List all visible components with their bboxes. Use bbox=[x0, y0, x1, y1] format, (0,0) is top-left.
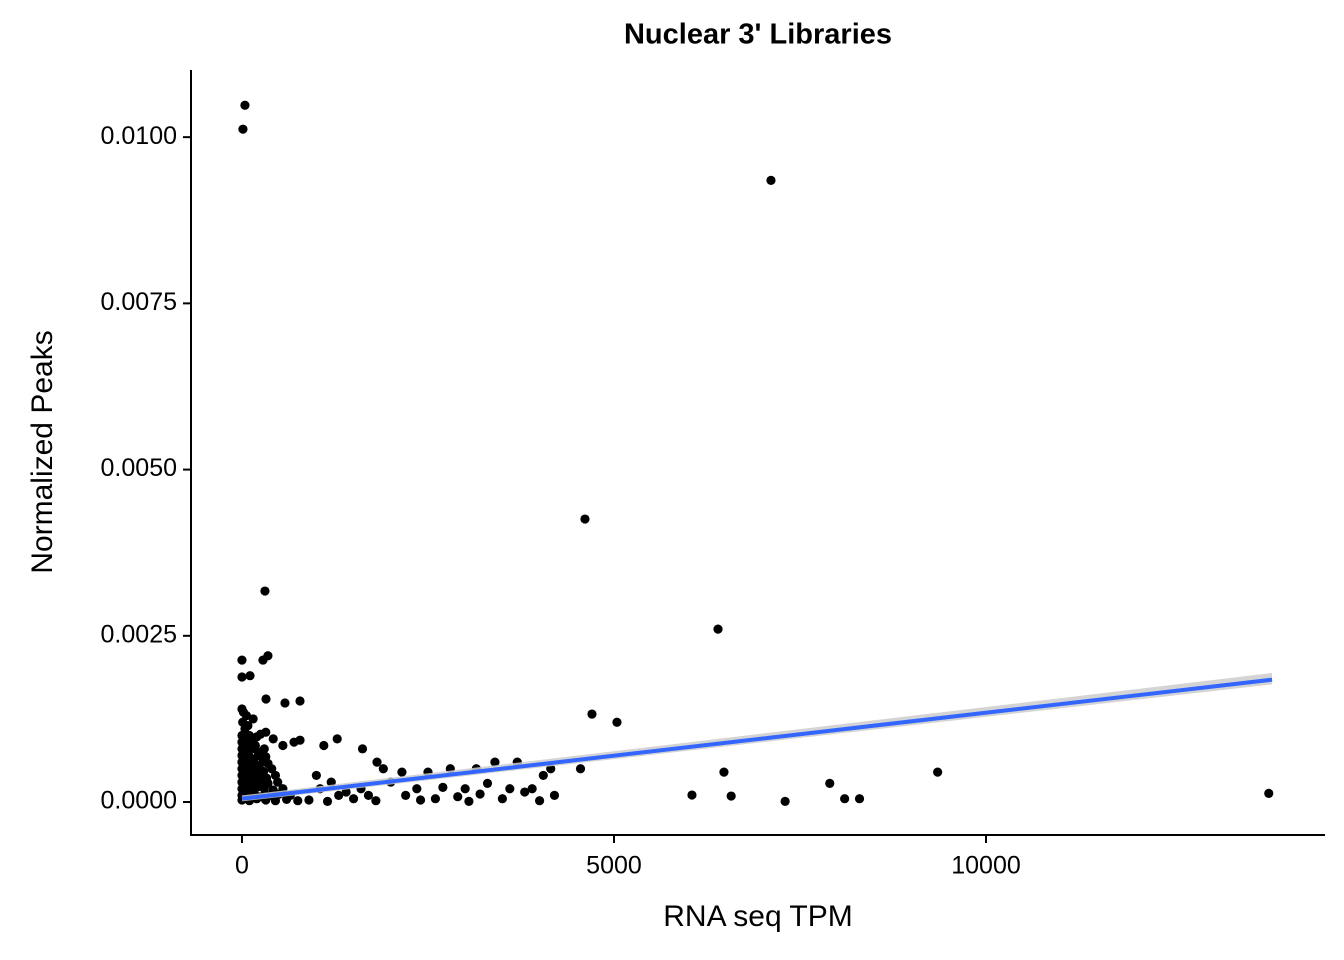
chart-title: Nuclear 3' Libraries bbox=[624, 19, 892, 51]
y-tick-label: 0.0000 bbox=[101, 787, 177, 815]
point bbox=[357, 744, 368, 754]
point bbox=[854, 794, 865, 804]
point bbox=[397, 767, 407, 777]
point bbox=[460, 784, 470, 794]
point bbox=[319, 740, 329, 751]
point bbox=[273, 777, 283, 787]
point bbox=[464, 796, 474, 806]
point bbox=[713, 624, 723, 634]
point bbox=[587, 709, 597, 719]
point bbox=[260, 586, 270, 596]
point bbox=[334, 790, 344, 800]
x-tick-label: 5000 bbox=[586, 852, 642, 880]
point bbox=[243, 720, 253, 731]
point bbox=[240, 100, 250, 110]
point bbox=[840, 794, 850, 804]
point bbox=[520, 787, 530, 797]
point bbox=[482, 778, 493, 789]
point bbox=[538, 770, 548, 781]
point bbox=[332, 734, 342, 744]
point bbox=[311, 770, 321, 781]
point bbox=[505, 784, 515, 794]
trend-line bbox=[241, 677, 1273, 801]
point bbox=[766, 175, 776, 185]
point bbox=[453, 792, 463, 802]
point bbox=[237, 655, 247, 665]
point bbox=[278, 740, 288, 751]
point bbox=[933, 767, 943, 777]
point bbox=[295, 735, 305, 745]
point bbox=[268, 734, 278, 744]
x-tick-label: 10000 bbox=[951, 852, 1021, 880]
point bbox=[259, 784, 269, 794]
x-axis-title: RNA seq TPM bbox=[663, 900, 853, 933]
point bbox=[372, 757, 382, 767]
point bbox=[304, 795, 314, 805]
point bbox=[780, 796, 790, 806]
point bbox=[363, 790, 374, 800]
point bbox=[261, 694, 271, 704]
point bbox=[549, 790, 560, 800]
point bbox=[575, 764, 586, 774]
point bbox=[719, 767, 729, 777]
point bbox=[371, 796, 381, 806]
point bbox=[252, 782, 262, 792]
point bbox=[248, 714, 258, 724]
point bbox=[825, 778, 835, 789]
point bbox=[612, 717, 622, 727]
point bbox=[415, 795, 426, 805]
point bbox=[322, 796, 333, 806]
point bbox=[237, 672, 247, 682]
point bbox=[245, 671, 255, 681]
point bbox=[475, 789, 485, 799]
point bbox=[378, 764, 388, 774]
y-tick-label: 0.0075 bbox=[101, 288, 177, 316]
point bbox=[259, 744, 269, 754]
point bbox=[348, 794, 359, 804]
point bbox=[295, 696, 305, 706]
point bbox=[412, 784, 422, 794]
point bbox=[687, 790, 697, 800]
point bbox=[326, 777, 336, 787]
point bbox=[282, 794, 292, 804]
y-axis-title: Normalized Peaks bbox=[26, 330, 59, 573]
x-tick-label: 0 bbox=[235, 852, 249, 880]
point bbox=[580, 514, 590, 524]
point bbox=[534, 796, 545, 806]
point bbox=[261, 727, 271, 737]
y-tick-label: 0.0025 bbox=[101, 620, 177, 648]
point bbox=[238, 124, 248, 134]
y-tick-label: 0.0050 bbox=[101, 454, 177, 482]
point bbox=[270, 796, 281, 806]
point bbox=[527, 784, 537, 794]
point bbox=[258, 655, 268, 665]
point bbox=[438, 782, 448, 792]
point bbox=[726, 791, 736, 801]
point bbox=[1264, 788, 1274, 798]
point bbox=[401, 790, 411, 800]
point bbox=[280, 698, 290, 708]
point bbox=[497, 794, 507, 804]
point bbox=[293, 796, 303, 806]
point bbox=[490, 757, 500, 767]
point bbox=[430, 794, 441, 804]
y-tick-label: 0.0100 bbox=[101, 122, 177, 150]
